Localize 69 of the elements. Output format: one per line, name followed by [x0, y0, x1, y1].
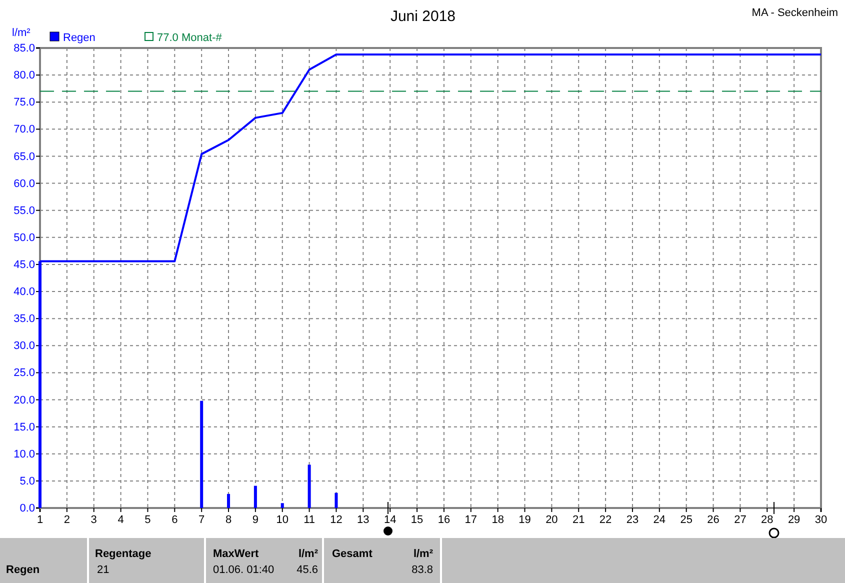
text: l/m²: [298, 548, 318, 560]
y-tick-label: 15.0: [14, 421, 35, 434]
text: Gesamt: [332, 548, 373, 560]
text: Regentage: [95, 548, 152, 560]
legend-label: 77.0 Monat-#: [157, 32, 223, 44]
x-tick-label: 13: [357, 514, 370, 526]
text: MaxWert: [213, 548, 259, 560]
x-tick-label: 11: [304, 514, 316, 526]
text: 01.06. 01:40: [213, 564, 274, 576]
text: l/m²: [413, 548, 434, 560]
x-tick-label: 28: [761, 514, 774, 526]
x-tick-label: 14: [384, 514, 396, 526]
y-tick-label: 75.0: [14, 96, 35, 109]
x-tick-label: 22: [599, 514, 612, 526]
x-tick-label: 8: [225, 514, 232, 526]
y-tick-label: 40.0: [14, 286, 35, 298]
x-tick-label: 12: [330, 514, 342, 526]
x-tick-label: 27: [734, 514, 746, 526]
x-tick-label: 20: [546, 514, 558, 526]
y-tick-label: 45.0: [14, 258, 35, 271]
y-tick-label: 60.0: [14, 178, 35, 190]
y-tick-label: 35.0: [14, 313, 35, 326]
y-tick-label: 25.0: [14, 367, 35, 380]
x-tick-label: 3: [90, 514, 97, 526]
bar: [200, 400, 204, 508]
y-axis-title: l/m²: [12, 27, 31, 39]
x-tick-label: 6: [172, 514, 178, 526]
x-tick-label: 9: [252, 514, 259, 526]
y-tick-label: 80.0: [14, 70, 35, 82]
x-tick-label: 30: [814, 514, 828, 526]
bar: [308, 464, 311, 508]
x-tick-label: 25: [680, 514, 692, 526]
bar: [334, 492, 338, 508]
x-tick-label: 5: [144, 514, 151, 526]
x-tick-label: 10: [276, 514, 289, 526]
text: 45.6: [296, 564, 318, 576]
x-tick-label: 4: [118, 514, 124, 526]
y-tick-label: 0.0: [20, 502, 35, 515]
y-tick-label: 5.0: [20, 475, 35, 488]
y-tick-label: 70.0: [14, 124, 35, 136]
y-tick-label: 20.0: [14, 394, 35, 406]
chart-title: Juni 2018: [390, 8, 456, 25]
y-tick-label: 85.0: [14, 42, 35, 55]
y-tick-label: 30.0: [14, 340, 35, 352]
bar: [227, 494, 230, 508]
x-tick-label: 29: [788, 514, 800, 526]
x-tick-label: 2: [64, 514, 70, 526]
x-tick-label: 1: [36, 514, 44, 526]
y-tick-label: 10.0: [14, 448, 35, 460]
x-tick-label: 16: [438, 514, 450, 526]
bar: [254, 486, 257, 508]
chart-subtitle: MA - Seckenheim: [752, 7, 838, 19]
y-tick-label: 55.0: [14, 204, 35, 217]
x-tick-label: 26: [707, 514, 720, 526]
text: Regen: [6, 564, 40, 576]
x-tick-label: 15: [410, 514, 424, 526]
bar: [280, 503, 284, 508]
legend-label: Regen: [63, 32, 96, 44]
y-tick-label: 50.0: [14, 232, 35, 244]
x-tick-label: 21: [572, 514, 585, 526]
y-tick-label: 65.0: [14, 150, 35, 163]
x-tick-label: 23: [626, 514, 639, 526]
x-tick-label: 24: [653, 514, 666, 526]
x-tick-label: 7: [198, 514, 205, 526]
text: 83.8: [412, 564, 433, 576]
x-tick-label: 18: [492, 514, 504, 526]
text: 21: [97, 564, 110, 576]
x-tick-label: 19: [518, 514, 531, 526]
x-tick-label: 17: [464, 514, 478, 526]
